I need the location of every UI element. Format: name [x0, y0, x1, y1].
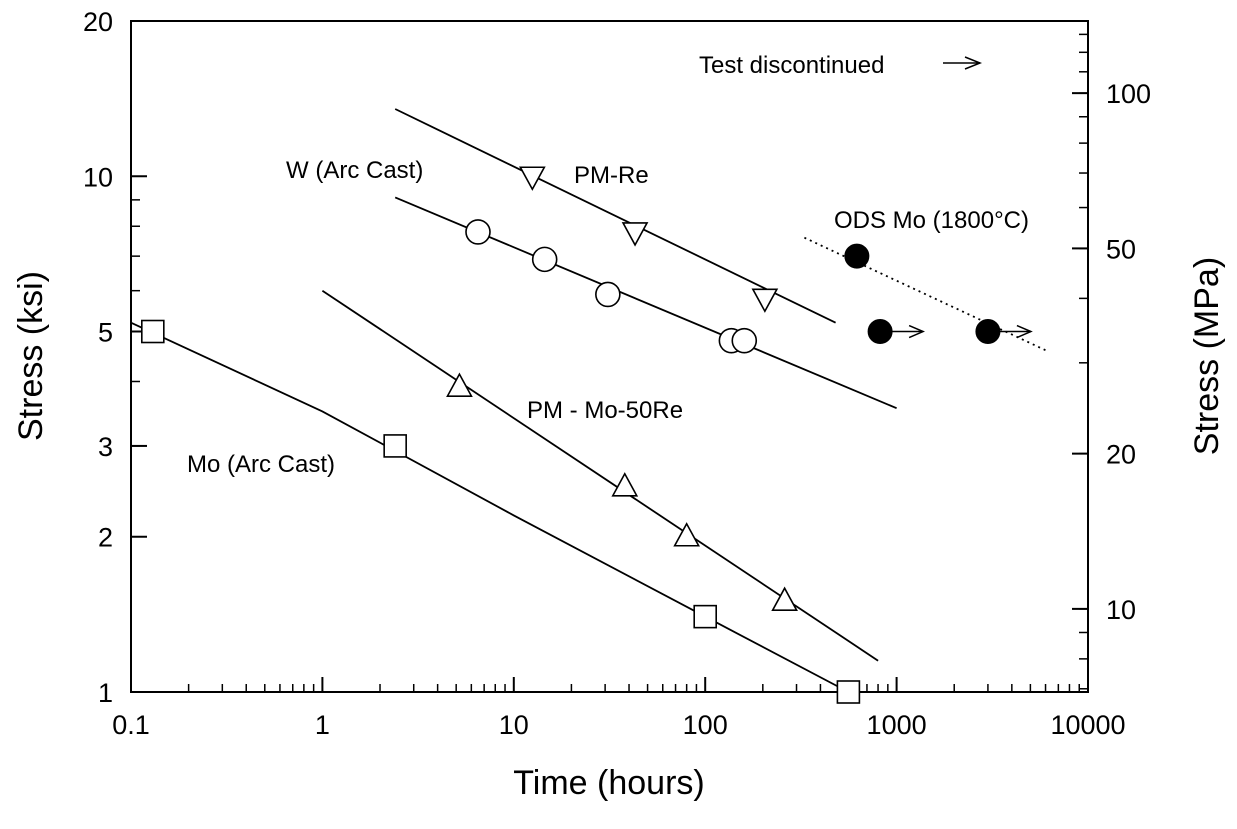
- data-point-square: [141, 319, 165, 344]
- arrow-head: [908, 324, 926, 339]
- label-mo-arc-cast: Mo (Arc Cast): [187, 451, 335, 478]
- y-tick-label: 20: [83, 7, 113, 37]
- data-point-triangle-down: [621, 222, 649, 247]
- markers: [141, 166, 1033, 704]
- arrow-icon-legend: [943, 56, 983, 70]
- y2-tick-label: 50: [1106, 234, 1136, 264]
- data-point-square: [693, 604, 718, 629]
- data-point-circle: [465, 219, 491, 245]
- data-point-triangle-down: [751, 288, 779, 313]
- x-axis-title: Time (hours): [513, 764, 704, 802]
- x-tick-label: 100: [683, 710, 728, 740]
- y-tick-label: 2: [98, 523, 113, 553]
- y2-tick-label: 20: [1106, 440, 1136, 470]
- fit-line: [130, 321, 849, 693]
- data-point-circle: [531, 246, 558, 273]
- y-tick-label: 3: [98, 432, 113, 462]
- x-tick-label: 10000: [1050, 710, 1125, 740]
- data-point-square: [836, 680, 861, 704]
- arrow-icon: [998, 324, 1033, 339]
- label-test-discontinued: Test discontinued: [699, 52, 884, 79]
- data-point-triangle-down: [519, 166, 546, 191]
- data-point-filled-circle: [975, 319, 1001, 345]
- x-tick-label: 1000: [867, 710, 927, 740]
- data-point-triangle-up: [771, 586, 798, 611]
- y-tick-label: 10: [83, 162, 113, 192]
- fit-line: [804, 236, 1046, 352]
- plot-frame: [130, 20, 1089, 693]
- x-tick-label: 10: [499, 710, 529, 740]
- label-pm-re: PM-Re: [574, 162, 649, 189]
- y2-tick-label: 100: [1106, 79, 1151, 109]
- data-point-square: [383, 434, 407, 458]
- minor-ticks: [131, 20, 1088, 693]
- label-ods-mo: ODS Mo (1800°C): [834, 207, 1029, 234]
- y2-axis-title: Stress (MPa): [1188, 257, 1226, 455]
- data-point-triangle-up: [673, 522, 700, 547]
- major-ticks: [130, 20, 1089, 693]
- data-point-circle: [595, 281, 621, 308]
- y-tick-label: 5: [98, 318, 113, 348]
- x-tick-label: 0.1: [112, 710, 150, 740]
- y-tick-label: 1: [98, 678, 113, 708]
- data-point-filled-circle: [867, 319, 893, 345]
- label-pm-mo-50re: PM - Mo-50Re: [527, 397, 683, 424]
- label-w-arc-cast: W (Arc Cast): [286, 157, 423, 184]
- data-point-triangle-up: [611, 472, 639, 497]
- data-point-filled-circle: [844, 243, 870, 269]
- y2-tick-label: 10: [1106, 595, 1136, 625]
- arrow-icon: [891, 324, 926, 339]
- arrow-head: [1016, 324, 1033, 339]
- x-tick-label: 1: [315, 710, 330, 740]
- y-axis-title: Stress (ksi): [12, 271, 50, 441]
- fit-line: [394, 108, 836, 324]
- data-point-circle: [731, 327, 758, 354]
- data-point-triangle-up: [446, 372, 473, 397]
